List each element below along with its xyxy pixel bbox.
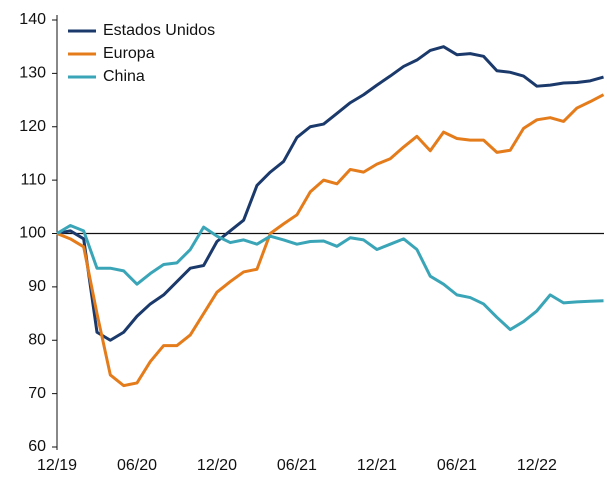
y-tick-label: 70 [28, 385, 46, 402]
x-tick-label: 12/21 [357, 457, 397, 474]
x-tick-label: 06/21 [437, 457, 477, 474]
legend-label: China [103, 68, 145, 85]
x-tick-label: 12/22 [517, 457, 557, 474]
y-tick-label: 100 [19, 225, 46, 242]
y-tick-label: 80 [28, 331, 46, 348]
y-tick-label: 90 [28, 278, 46, 295]
y-tick-label: 140 [19, 11, 46, 28]
y-tick-label: 60 [28, 438, 46, 455]
series-line [56, 45, 604, 342]
x-tick-label: 06/21 [277, 457, 317, 474]
y-tick-label: 130 [19, 65, 46, 82]
legend-label: Estados Unidos [103, 22, 215, 39]
y-tick-label: 110 [20, 171, 46, 188]
x-tick-label: 06/20 [117, 457, 157, 474]
x-tick-label: 12/19 [37, 457, 77, 474]
series-line [56, 223, 604, 332]
legend-label: Europa [103, 45, 155, 62]
y-tick-label: 120 [19, 118, 46, 135]
series-line [56, 93, 605, 388]
x-tick-label: 12/20 [197, 457, 237, 474]
